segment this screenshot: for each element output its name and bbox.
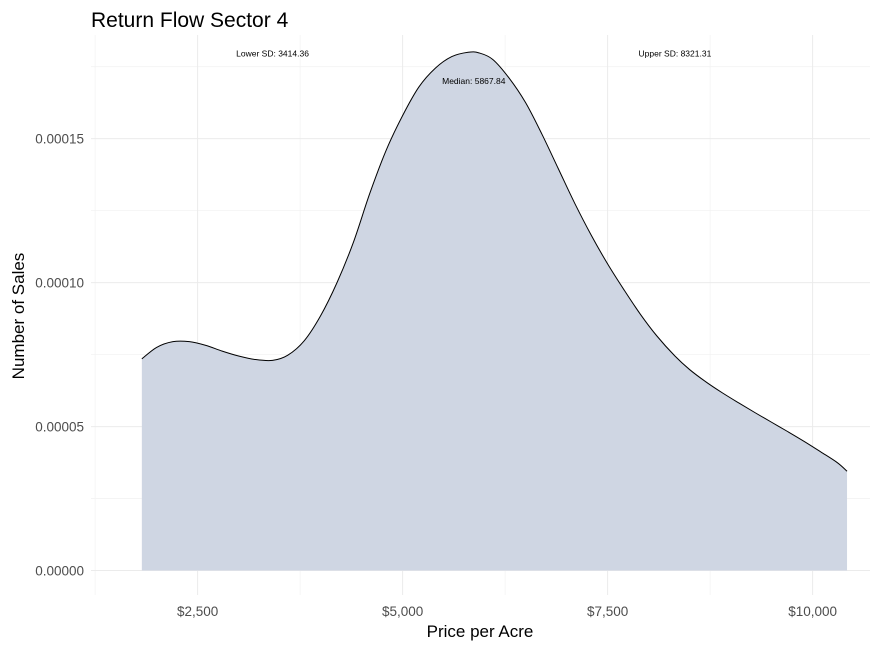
density-area (141, 51, 848, 571)
annotation-label: Lower SD: 3414.36 (236, 49, 309, 59)
x-tick-label: $5,000 (382, 604, 423, 619)
y-axis-ticks: 0.00000 0.00005 0.00010 0.00015 (35, 132, 84, 579)
annotation-label: Median: 5867.84 (442, 76, 506, 86)
x-axis-title: Price per Acre (427, 622, 534, 641)
y-tick-label: 0.00005 (35, 420, 84, 435)
y-tick-label: 0.00015 (35, 132, 84, 147)
y-tick-label: 0.00000 (35, 564, 84, 579)
annotations: Lower SD: 3414.36 Median: 5867.84 Upper SD… (236, 49, 711, 86)
density-line (141, 51, 848, 472)
x-tick-label: $2,500 (177, 604, 218, 619)
x-axis-ticks: $2,500 $5,000 $7,500 $10,000 (177, 604, 837, 619)
x-tick-label: $7,500 (587, 604, 628, 619)
y-axis-title: Number of Sales (9, 253, 28, 380)
y-tick-label: 0.00010 (35, 276, 84, 291)
chart-title: Return Flow Sector 4 (91, 9, 289, 32)
density-series (141, 51, 848, 571)
annotation-label: Upper SD: 8321.31 (639, 49, 712, 59)
x-tick-label: $10,000 (788, 604, 837, 619)
